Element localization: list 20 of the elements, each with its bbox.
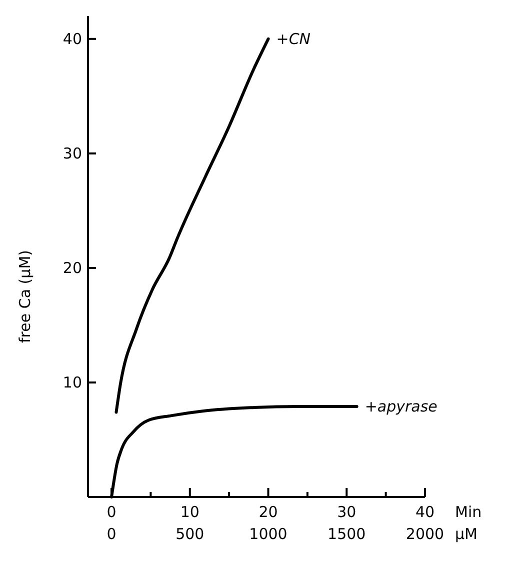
line-series (114, 37, 270, 414)
y-tick-label: 20 (62, 258, 82, 277)
y-tick-label: 30 (62, 144, 82, 162)
x2-tick-label: 1500 (328, 525, 366, 543)
x-tick-label: 30 (337, 503, 356, 521)
series-label: +CN (276, 30, 311, 48)
series-label: +apyrase (364, 398, 438, 416)
x-tick-label: 40 (415, 503, 435, 521)
x2-tick-label: 1000 (249, 525, 288, 543)
x-tick-label: 20 (258, 503, 278, 521)
x-tick-label: 10 (180, 503, 200, 521)
x2-tick-label: 2000 (406, 525, 444, 543)
y-tick-label: 40 (62, 30, 82, 48)
y-axis-title: free Ca (μM) (16, 250, 34, 343)
x-axis-title: Min (455, 503, 482, 521)
x-tick-label: 0 (106, 503, 116, 521)
x2-tick-label: 500 (176, 525, 204, 543)
x2-tick-label: 0 (106, 525, 116, 543)
y-tick-label: 10 (62, 373, 82, 392)
x2-axis-title: μM (455, 525, 478, 543)
